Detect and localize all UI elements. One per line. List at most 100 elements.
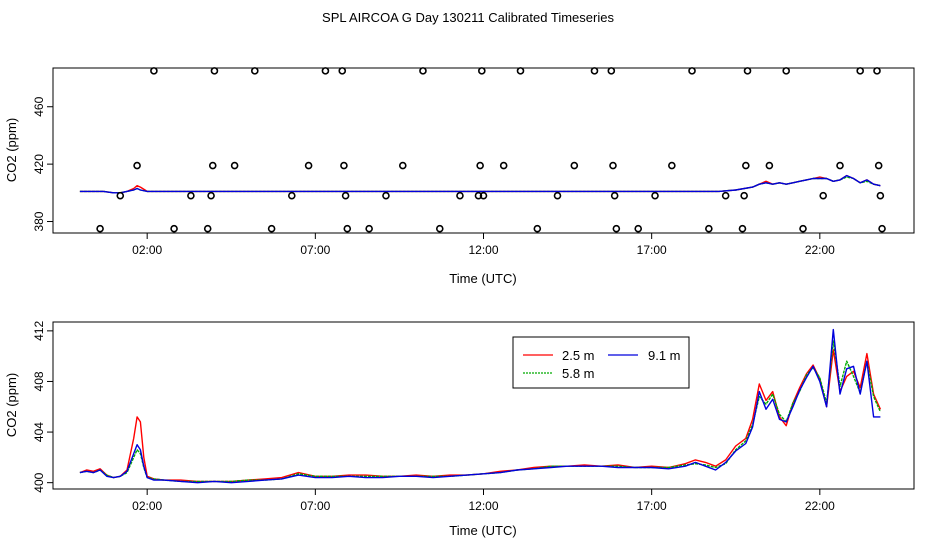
flag-point xyxy=(553,191,562,200)
flag-point xyxy=(873,67,881,75)
flag-point xyxy=(668,161,676,170)
flag-point xyxy=(738,224,747,233)
top-plot-frame xyxy=(52,67,915,234)
bottom-series-lines xyxy=(79,328,882,484)
flag-point xyxy=(250,67,259,75)
top-y-axis: 380 420 460 xyxy=(32,96,53,232)
top-flag-points xyxy=(96,67,886,233)
flag-point xyxy=(533,224,542,233)
bottom-x-axis: 02:00 07:00 12:00 17:00 22:00 xyxy=(132,489,835,513)
legend-label-2-5m: 2.5 m xyxy=(562,348,595,363)
flag-point xyxy=(607,67,616,75)
bottom-x-tick-label: 17:00 xyxy=(637,499,667,513)
top-y-tick-label: 420 xyxy=(32,154,46,174)
legend: 2.5 m 9.1 m 5.8 m xyxy=(512,336,690,389)
flag-point xyxy=(203,224,212,233)
top-x-tick-label: 07:00 xyxy=(300,243,330,257)
top-x-tick-label: 17:00 xyxy=(637,243,667,257)
bottom-series-9-1-m xyxy=(79,328,881,484)
flag-point xyxy=(96,224,104,233)
top-panel: 02:00 07:00 12:00 17:00 22:00 380 420 460 Time… xyxy=(4,67,915,286)
flag-point xyxy=(116,191,125,200)
flag-point xyxy=(856,67,864,75)
flag-point xyxy=(456,191,464,200)
flag-point xyxy=(338,67,347,75)
flag-point xyxy=(187,191,195,200)
flag-point xyxy=(304,161,313,170)
legend-label-9-1m: 9.1 m xyxy=(648,348,681,363)
flag-point xyxy=(365,224,373,233)
bottom-y-tick-label: 412 xyxy=(32,321,46,341)
flag-point xyxy=(170,224,178,233)
top-series-9-1-m xyxy=(79,174,881,194)
bottom-y-tick-label: 408 xyxy=(32,371,46,391)
flag-point xyxy=(476,161,484,170)
flag-point xyxy=(474,191,483,200)
bottom-x-tick-label: 22:00 xyxy=(805,499,835,513)
legend-box xyxy=(512,336,690,389)
flag-point xyxy=(799,224,807,233)
flag-point xyxy=(874,161,883,170)
flag-point xyxy=(398,161,407,170)
bottom-x-tick-label: 07:00 xyxy=(300,499,330,513)
flag-point xyxy=(478,67,486,75)
flag-point xyxy=(705,224,713,233)
flag-point xyxy=(479,191,488,200)
flag-point xyxy=(210,67,219,75)
flag-point xyxy=(340,161,348,170)
flag-point xyxy=(382,191,390,200)
top-x-tick-label: 22:00 xyxy=(805,243,835,257)
bottom-series-5-8-m xyxy=(79,340,882,483)
top-x-axis: 02:00 07:00 12:00 17:00 22:00 xyxy=(132,233,835,257)
flag-point xyxy=(721,191,730,200)
bottom-y-axis: 400 404 408 412 xyxy=(32,321,53,493)
flag-point xyxy=(836,161,844,170)
flag-point xyxy=(740,191,748,200)
flag-point xyxy=(878,224,886,233)
flag-point xyxy=(570,161,579,170)
flag-point xyxy=(267,224,276,233)
flag-point xyxy=(876,191,885,200)
flag-point xyxy=(343,224,352,233)
bottom-plot-frame xyxy=(52,321,915,490)
flag-point xyxy=(819,191,827,200)
flag-point xyxy=(419,67,427,75)
bottom-x-tick-label: 12:00 xyxy=(468,499,498,513)
bottom-series-2-5-m xyxy=(79,349,882,483)
flag-point xyxy=(516,67,525,75)
flag-point xyxy=(150,67,158,75)
flag-point xyxy=(765,161,774,170)
figure-title: SPL AIRCOA G Day 130211 Calibrated Times… xyxy=(322,10,614,25)
flag-point xyxy=(287,191,296,200)
flag-point xyxy=(590,67,599,75)
bottom-y-tick-label: 400 xyxy=(32,472,46,492)
flag-point xyxy=(782,67,790,75)
flag-point xyxy=(743,67,752,75)
top-series-5-8-m xyxy=(79,176,881,194)
flag-point xyxy=(208,161,217,170)
top-x-axis-label: Time (UTC) xyxy=(449,271,516,286)
legend-label-5-8m: 5.8 m xyxy=(562,366,595,381)
flag-point xyxy=(435,224,444,233)
flag-point xyxy=(230,161,239,170)
flag-point xyxy=(207,191,215,200)
top-y-tick-label: 460 xyxy=(32,96,46,116)
top-x-tick-label: 02:00 xyxy=(132,243,162,257)
flag-point xyxy=(651,191,659,200)
flag-point xyxy=(609,161,617,170)
flag-point xyxy=(612,224,621,233)
flag-point xyxy=(688,67,696,75)
flag-point xyxy=(499,161,508,170)
bottom-x-axis-label: Time (UTC) xyxy=(449,523,516,538)
bottom-panel: 02:00 07:00 12:00 17:00 22:00 400 404 408 412 T… xyxy=(4,321,915,538)
bottom-y-tick-label: 404 xyxy=(32,422,46,442)
top-y-tick-label: 380 xyxy=(32,211,46,231)
flag-point xyxy=(321,67,330,75)
flag-point xyxy=(341,191,350,200)
top-y-axis-label: CO2 (ppm) xyxy=(4,118,19,182)
flag-point xyxy=(634,224,643,233)
flag-point xyxy=(133,161,141,170)
top-x-tick-label: 12:00 xyxy=(468,243,498,257)
top-series-lines xyxy=(79,174,881,194)
